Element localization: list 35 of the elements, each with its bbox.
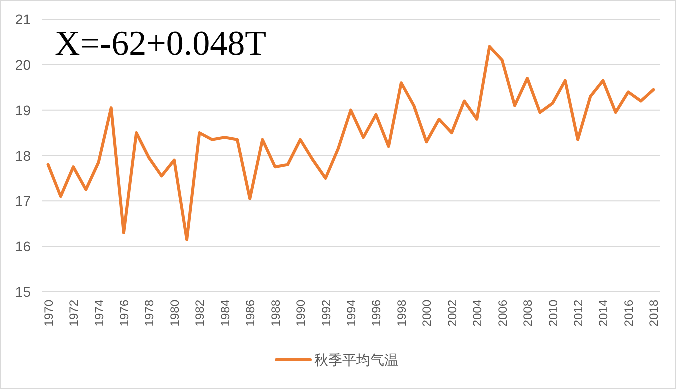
y-tick-label: 21 <box>15 12 32 28</box>
x-tick-label: 1986 <box>244 300 258 327</box>
x-tick-label: 2010 <box>546 300 560 327</box>
x-tick-label: 1980 <box>168 300 182 327</box>
x-tick-label: 2000 <box>420 300 434 327</box>
x-tick-label: 2004 <box>470 300 485 327</box>
x-tick-label: 2008 <box>521 300 536 327</box>
y-tick-label: 16 <box>15 238 32 255</box>
legend-label: 秋季平均气温 <box>314 352 398 368</box>
x-tick-label: 2002 <box>445 300 460 327</box>
x-tick-label: 1976 <box>117 300 132 327</box>
x-tick-label: 2006 <box>496 300 510 327</box>
x-tick-label: 2016 <box>622 300 636 327</box>
x-tick-label: 2018 <box>647 300 662 327</box>
x-tick-label: 1988 <box>268 300 283 327</box>
x-tick-label: 1972 <box>67 300 82 327</box>
y-tick-label: 20 <box>15 56 32 73</box>
x-tick-label: 1994 <box>344 300 358 327</box>
x-tick-label: 1992 <box>319 300 334 327</box>
x-tick-label: 1978 <box>142 300 157 327</box>
y-tick-label: 18 <box>15 148 32 164</box>
x-tick-label: 2014 <box>596 300 611 327</box>
y-tick-label: 19 <box>15 102 32 118</box>
x-tick-label: 1974 <box>92 300 106 327</box>
annotation: X=-62+0.048T <box>55 24 267 63</box>
y-tick-label: 17 <box>15 193 32 210</box>
x-tick-label: 1998 <box>394 300 409 327</box>
x-tick-label: 1990 <box>294 300 308 327</box>
x-tick-label: 1996 <box>370 300 384 327</box>
x-tick-label: 2012 <box>572 300 586 327</box>
y-tick-label: 15 <box>15 284 32 300</box>
x-tick-label: 1970 <box>42 300 56 327</box>
x-tick-label: 1984 <box>218 300 232 327</box>
legend: 秋季平均气温 <box>275 352 398 368</box>
x-tick-label: 1982 <box>193 300 208 327</box>
